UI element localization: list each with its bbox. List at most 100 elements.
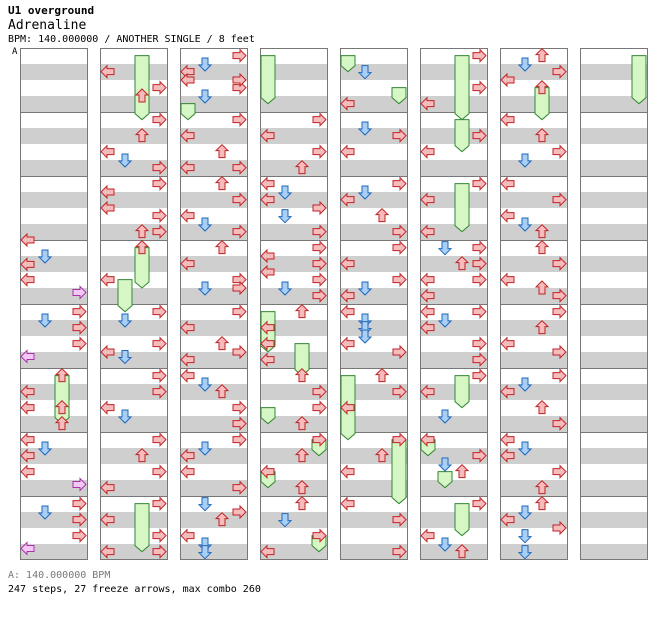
left-arrow [20,257,35,272]
left-arrow [500,512,515,527]
down-arrow [357,65,373,80]
right-arrow [472,48,487,63]
measure-stripe [20,320,88,336]
measure-stripe [180,512,248,528]
measure-stripe [500,176,568,192]
down-arrow [117,349,133,365]
up-arrow [214,511,230,527]
right-arrow [152,432,167,447]
measure-stripe [20,384,88,400]
song-name: Adrenaline [8,18,87,33]
right-arrow [152,544,167,559]
right-arrow [312,224,327,239]
down-arrow [357,121,373,136]
measure-stripe [20,160,88,176]
right-arrow [232,416,247,431]
chart-header: U1 overground Adrenaline BPM: 140.000000… [8,4,255,46]
down-arrow [357,185,373,200]
left-arrow [340,288,355,303]
left-arrow [260,464,275,479]
left-arrow [180,528,195,543]
measure-stripe [20,176,88,192]
up-arrow [214,239,230,255]
right-arrow [232,400,247,415]
left-arrow [100,480,115,495]
right-arrow [312,240,327,255]
left-arrow [500,176,515,191]
right-arrow [552,304,567,319]
measure-stripe [500,192,568,208]
up-arrow [534,127,550,143]
measure-stripe [20,368,88,384]
up-arrow [134,239,150,255]
left-arrow [260,320,275,335]
down-arrow [197,281,213,296]
measure-stripe [20,48,88,64]
right-arrow [552,192,567,207]
measure-stripe [340,400,408,416]
measure-stripe [500,144,568,160]
freeze-arrow [454,183,470,233]
down-arrow [357,329,373,344]
up-arrow [534,239,550,255]
freeze-arrow [134,503,150,553]
left-arrow [260,176,275,191]
right-arrow [552,64,567,79]
measure-stripe [180,464,248,480]
measure-stripe [500,256,568,272]
measure-stripe [260,144,328,160]
measure-stripe [180,352,248,368]
up-arrow [294,367,310,383]
measure-stripe [340,192,408,208]
measure-stripe [420,368,488,384]
measure-stripe [340,336,408,352]
left-arrow [340,464,355,479]
left-arrow [340,304,355,319]
measure-stripe [580,144,648,160]
measure-stripe [500,496,568,512]
right-arrow [232,504,247,520]
measure-stripe [580,112,648,128]
song-meta: BPM: 140.000000 / ANOTHER SINGLE / 8 fee… [8,34,255,45]
measure-stripe [420,544,488,560]
up-arrow [454,543,470,559]
left-arrow [260,336,275,351]
measure-stripe [500,224,568,240]
measure-stripe [20,400,88,416]
right-arrow [72,304,87,319]
measure-stripe [180,96,248,112]
left-arrow [500,112,515,127]
left-arrow [100,512,115,527]
bpm-marker: A [12,47,18,57]
measure-stripe [260,400,328,416]
measure-stripe [340,432,408,448]
left-arrow [20,232,35,248]
measure-stripe [20,80,88,96]
measure-stripe [100,400,168,416]
measure-stripe [420,96,488,112]
left-arrow [180,160,195,175]
measure-stripe [20,512,88,528]
down-arrow [197,89,213,104]
measure-stripe [260,384,328,400]
right-arrow [312,272,327,287]
left-arrow [260,248,275,264]
left-arrow [100,544,115,559]
up-arrow [534,47,550,63]
measure-stripe [340,464,408,480]
right-arrow [152,112,167,127]
down-arrow [437,313,453,328]
freeze-arrow [180,103,196,121]
up-arrow [294,159,310,175]
measure-stripe [580,512,648,528]
measure-stripe [260,336,328,352]
measure-stripe [20,528,88,544]
down-arrow [277,513,293,528]
down-arrow [117,153,133,168]
right-arrow [392,224,407,239]
measure-stripe [420,496,488,512]
left-arrow [340,96,355,111]
freeze-arrow [534,87,550,121]
right-arrow [312,400,327,415]
